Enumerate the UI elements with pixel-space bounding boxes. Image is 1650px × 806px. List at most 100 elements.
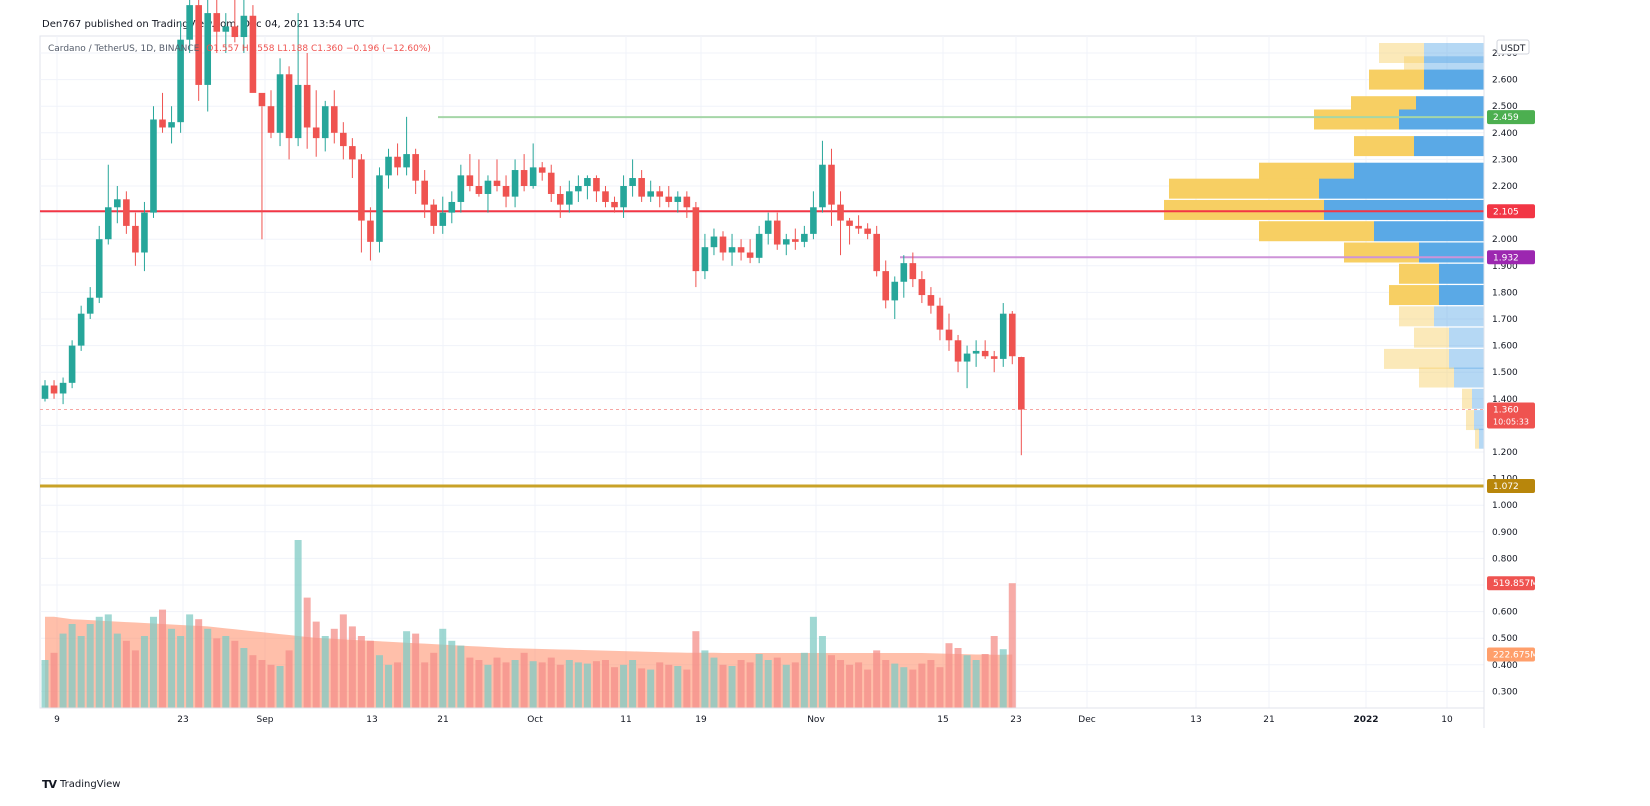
published-by-text: Den767 published on TradingView.com, Dec… bbox=[42, 19, 365, 30]
volume-profile-up-bar bbox=[1319, 178, 1484, 199]
volume-bar bbox=[475, 660, 483, 708]
price-tick-label: 2.400 bbox=[1492, 129, 1518, 139]
volume-profile-down-bar bbox=[1384, 348, 1449, 369]
candle-body bbox=[294, 84, 302, 139]
candle-body bbox=[566, 191, 573, 205]
candle-body bbox=[927, 295, 935, 306]
volume-bar bbox=[484, 664, 492, 708]
candle-body bbox=[403, 154, 410, 168]
candle-body bbox=[719, 236, 727, 253]
volume-bar bbox=[267, 664, 275, 708]
tradingview-brand[interactable]: TV TradingView bbox=[42, 778, 120, 791]
volume-bar bbox=[809, 616, 817, 708]
candle-body bbox=[376, 175, 383, 242]
price-tick-label: 1.900 bbox=[1492, 262, 1518, 272]
volume-bar bbox=[1008, 583, 1016, 708]
candle-body bbox=[520, 170, 528, 186]
candle-body bbox=[963, 353, 971, 362]
volume-bar bbox=[457, 645, 465, 708]
horizontal-levels[interactable] bbox=[40, 116, 1484, 488]
volume-profile bbox=[1164, 43, 1484, 449]
volume-profile-down-bar bbox=[1475, 428, 1479, 449]
volume-profile-up-bar bbox=[1449, 348, 1484, 369]
price-tick-label: 2.600 bbox=[1492, 76, 1518, 86]
candle-body bbox=[882, 271, 890, 301]
volume-profile-up-bar bbox=[1449, 327, 1484, 348]
volume-bars bbox=[41, 540, 1016, 708]
candle-body bbox=[1018, 357, 1025, 410]
volume-bar bbox=[918, 663, 926, 708]
candle-body bbox=[358, 159, 365, 221]
volume-bar bbox=[86, 624, 94, 708]
volume-bar bbox=[240, 648, 248, 708]
volume-bar bbox=[249, 655, 257, 708]
volume-profile-down-bar bbox=[1169, 178, 1319, 199]
time-tick-label: 10 bbox=[1441, 715, 1453, 725]
candle-body bbox=[891, 281, 899, 301]
volume-bar bbox=[412, 633, 420, 708]
volume-bar bbox=[195, 619, 203, 708]
volume-bar bbox=[213, 638, 221, 708]
level-badge bbox=[1487, 479, 1535, 494]
candle-body bbox=[340, 132, 347, 147]
candle-body bbox=[394, 156, 401, 168]
candle-body bbox=[611, 201, 618, 208]
level-badge bbox=[1487, 110, 1535, 125]
volume-profile-up-bar bbox=[1324, 199, 1484, 220]
volume-bar bbox=[122, 640, 130, 708]
volume-bar bbox=[113, 633, 121, 708]
time-tick-label: 13 bbox=[366, 715, 377, 725]
volume-ma-badge-text: 222.675M bbox=[1493, 651, 1538, 661]
candle-body bbox=[810, 207, 817, 234]
candlestick-series[interactable] bbox=[41, 0, 1025, 456]
volume-bar bbox=[827, 655, 835, 708]
candle-body bbox=[448, 201, 456, 213]
time-tick-label: 2022 bbox=[1353, 715, 1378, 725]
candle-body bbox=[575, 186, 582, 192]
volume-profile-down-bar bbox=[1466, 410, 1474, 431]
price-tick-label: 2.000 bbox=[1492, 235, 1518, 245]
symbol-legend[interactable]: Cardano / TetherUS, 1D, BINANCE O1.557 H… bbox=[48, 44, 431, 54]
volume-profile-up-bar bbox=[1414, 136, 1484, 157]
volume-profile-down-bar bbox=[1369, 69, 1424, 90]
volume-bar bbox=[159, 609, 167, 708]
time-tick-label: Sep bbox=[257, 715, 274, 725]
volume-bar bbox=[131, 650, 139, 708]
volume-profile-down-bar bbox=[1419, 367, 1454, 388]
price-axis[interactable]: 2.7002.6002.5002.4002.3002.2002.1002.000… bbox=[1483, 36, 1530, 728]
volume-bar bbox=[430, 652, 438, 708]
price-tick-label: 1.800 bbox=[1492, 288, 1518, 298]
level-badge-text: 1.072 bbox=[1493, 482, 1519, 492]
volume-bar bbox=[981, 654, 989, 708]
volume-bar bbox=[312, 621, 320, 708]
volume-profile-down-bar bbox=[1399, 306, 1434, 327]
volume-bar bbox=[647, 669, 655, 708]
volume-bar bbox=[520, 652, 528, 708]
candle-body bbox=[114, 199, 121, 208]
volume-bar bbox=[592, 661, 600, 708]
candle-body bbox=[502, 186, 510, 197]
volume-bar bbox=[222, 636, 230, 708]
time-tick-label: 23 bbox=[177, 715, 188, 725]
tradingview-logo-icon: TV bbox=[42, 778, 57, 791]
time-axis[interactable]: 9 23 Sep 13 21 Oct 11 19 Nov 15 23 Dec 13 21 2022 10 bbox=[40, 707, 1484, 725]
candle-body bbox=[367, 220, 374, 242]
volume-bar bbox=[556, 664, 564, 708]
volume-bar bbox=[846, 664, 854, 708]
candle-body bbox=[981, 350, 989, 357]
volume-bar bbox=[665, 664, 673, 708]
volume-profile-up-bar bbox=[1419, 242, 1484, 263]
volume-profile-down-bar bbox=[1259, 221, 1374, 242]
volume-profile-up-bar bbox=[1439, 285, 1484, 306]
candle-body bbox=[285, 74, 293, 139]
candle-body bbox=[990, 356, 998, 359]
volume-bar bbox=[936, 667, 944, 708]
candle-body bbox=[204, 13, 212, 85]
candle-body bbox=[132, 225, 139, 253]
candle-body bbox=[972, 350, 980, 354]
time-tick-label: 9 bbox=[54, 715, 60, 725]
candle-body bbox=[213, 13, 221, 32]
candle-body bbox=[529, 167, 537, 186]
volume-bar bbox=[692, 631, 700, 708]
